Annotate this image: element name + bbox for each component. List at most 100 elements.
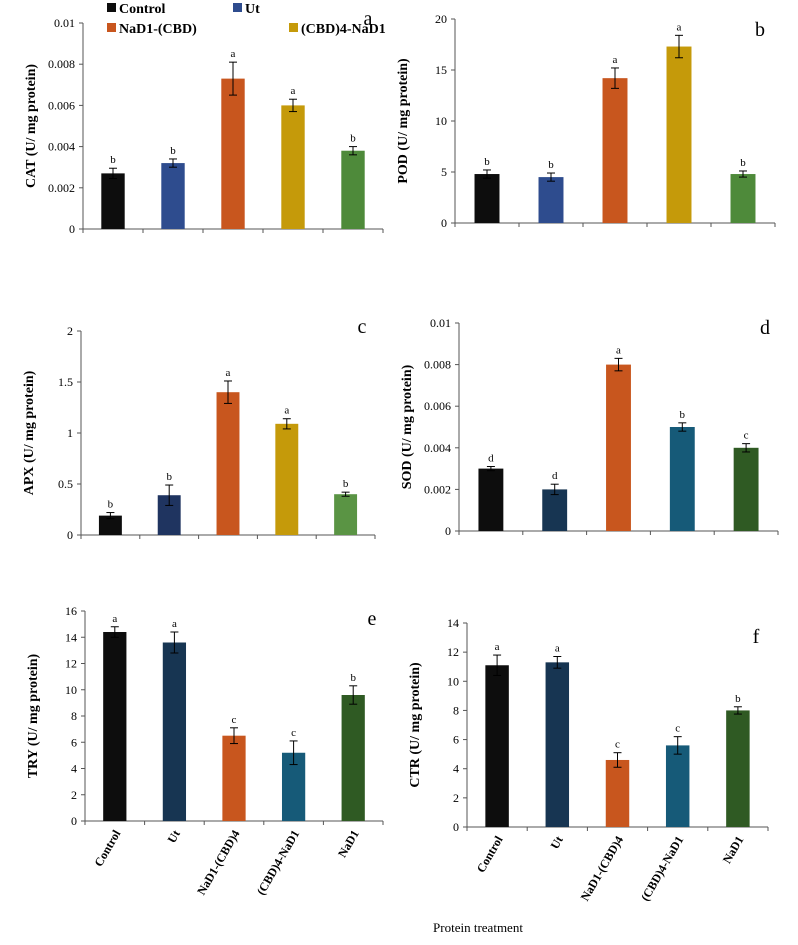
significance-letter: c [232, 714, 237, 726]
bar [341, 695, 365, 821]
legend-swatch [233, 3, 242, 12]
chart-panel-d: 0 0.002 0.004 0.006 0.008 0.01 SOD (U/ mg prot… [400, 316, 779, 538]
significance-letter: b [110, 154, 116, 166]
y-tick-label: 8 [71, 709, 77, 723]
panel-label: c [358, 316, 367, 338]
significance-letter: c [291, 727, 296, 739]
y-tick-label: 0 [69, 222, 75, 236]
bar [605, 759, 630, 827]
y-tick-label: 1.5 [58, 375, 73, 389]
significance-letter: a [112, 613, 117, 625]
bar [275, 423, 299, 535]
bar [538, 177, 564, 223]
panel-label: a [364, 8, 373, 30]
y-axis-label: TRY (U/ mg protein) [26, 654, 41, 779]
y-axis-label: CAT (U/ mg protein) [24, 64, 39, 188]
x-category-label: NaD1-(CBD)4 [578, 834, 626, 904]
panel-label: e [368, 608, 377, 630]
x-category-label: NaD1 [335, 828, 362, 860]
bar [161, 163, 185, 229]
significance-letter: b [343, 478, 349, 490]
significance-letter: b [680, 409, 686, 421]
chart-panel-f: 0 2 4 6 8 10 12 14 CTR (U/ mg protein) f a Control a… [408, 616, 769, 904]
y-tick-label: 5 [441, 165, 447, 179]
bar [157, 495, 181, 535]
chart-panel-e: 0 2 4 6 8 10 12 14 16 TRY (U/ mg protein) e a Contro… [26, 604, 384, 898]
y-tick-label: 0 [71, 814, 77, 828]
x-category-label: (CBD)4-NaD1 [254, 828, 302, 898]
y-tick-label: 0.006 [424, 399, 451, 413]
bar [221, 78, 245, 230]
bar [602, 78, 628, 223]
y-tick-label: 0.01 [430, 316, 451, 330]
significance-letter: a [284, 405, 289, 417]
significance-letter: a [613, 54, 618, 66]
bar [545, 662, 570, 827]
significance-letter: a [291, 85, 296, 97]
chart-panel-a: 0 0.002 0.004 0.006 0.008 0.01 CAT (U/ mg prot… [24, 8, 384, 236]
bar [485, 665, 509, 827]
legend-label: Control [119, 2, 166, 17]
y-tick-label: 0.008 [424, 358, 451, 372]
y-tick-label: 4 [71, 762, 77, 776]
significance-letter: a [172, 618, 177, 630]
significance-letter: b [166, 471, 172, 483]
chart-panels: 0 0.002 0.004 0.006 0.008 0.01 CAT (U/ mg prot… [22, 8, 779, 904]
panel-label: f [753, 626, 760, 648]
legend-swatch [107, 3, 116, 12]
significance-letter: a [677, 21, 682, 33]
bar [666, 46, 692, 223]
y-axis-label: SOD (U/ mg protein) [400, 364, 415, 489]
y-tick-label: 20 [435, 12, 447, 26]
bar [222, 735, 246, 821]
y-tick-label: 1 [67, 426, 73, 440]
y-tick-label: 12 [447, 645, 459, 659]
bar [281, 105, 305, 229]
bar [478, 468, 504, 531]
y-tick-label: 16 [65, 604, 77, 618]
y-tick-label: 8 [453, 703, 459, 717]
bar [216, 392, 240, 535]
y-tick-label: 15 [435, 63, 447, 77]
y-tick-label: 0.008 [48, 57, 75, 71]
y-axis-label: POD (U/ mg protein) [396, 58, 411, 184]
x-category-label: NaD1-(CBD)4 [194, 828, 242, 898]
y-tick-label: 0 [453, 820, 459, 834]
bar [474, 174, 500, 223]
x-category-label: Ut [547, 834, 565, 852]
legend-label: NaD1-(CBD) [119, 22, 197, 37]
y-tick-label: 0 [441, 216, 447, 230]
y-tick-label: 2 [71, 788, 77, 802]
bar [726, 710, 750, 827]
legend-label: Ut [245, 2, 260, 17]
y-axis-label: CTR (U/ mg protein) [408, 662, 423, 788]
y-tick-label: 2 [453, 791, 459, 805]
significance-letter: a [495, 641, 500, 653]
y-tick-label: 10 [435, 114, 447, 128]
bar [606, 364, 631, 531]
bar [669, 427, 695, 531]
x-category-label: Ut [165, 828, 183, 846]
significance-letter: d [488, 453, 494, 465]
legend: Control Ut NaD1-(CBD) (CBD)4-NaD1 [107, 2, 386, 37]
y-tick-label: 0 [445, 524, 451, 538]
significance-letter: c [615, 739, 620, 751]
y-tick-label: 0.002 [424, 482, 451, 496]
y-tick-label: 10 [447, 674, 459, 688]
bar [101, 173, 125, 229]
panel-label: d [760, 317, 770, 339]
y-tick-label: 6 [453, 733, 459, 747]
bar [98, 515, 122, 535]
y-tick-label: 14 [447, 616, 459, 630]
legend-swatch [107, 23, 116, 32]
y-tick-label: 10 [65, 683, 77, 697]
y-tick-label: 0.002 [48, 181, 75, 195]
significance-letter: b [740, 157, 746, 169]
x-category-label: (CBD)4-NaD1 [638, 834, 686, 904]
legend-label: (CBD)4-NaD1 [301, 22, 386, 37]
significance-letter: c [744, 430, 749, 442]
significance-letter: a [616, 344, 621, 356]
y-tick-label: 2 [67, 324, 73, 338]
y-tick-label: 0.5 [58, 477, 73, 491]
chart-panel-c: 0 0.5 1 1.5 2 APX (U/ mg protein) c b b a a b [22, 316, 376, 542]
